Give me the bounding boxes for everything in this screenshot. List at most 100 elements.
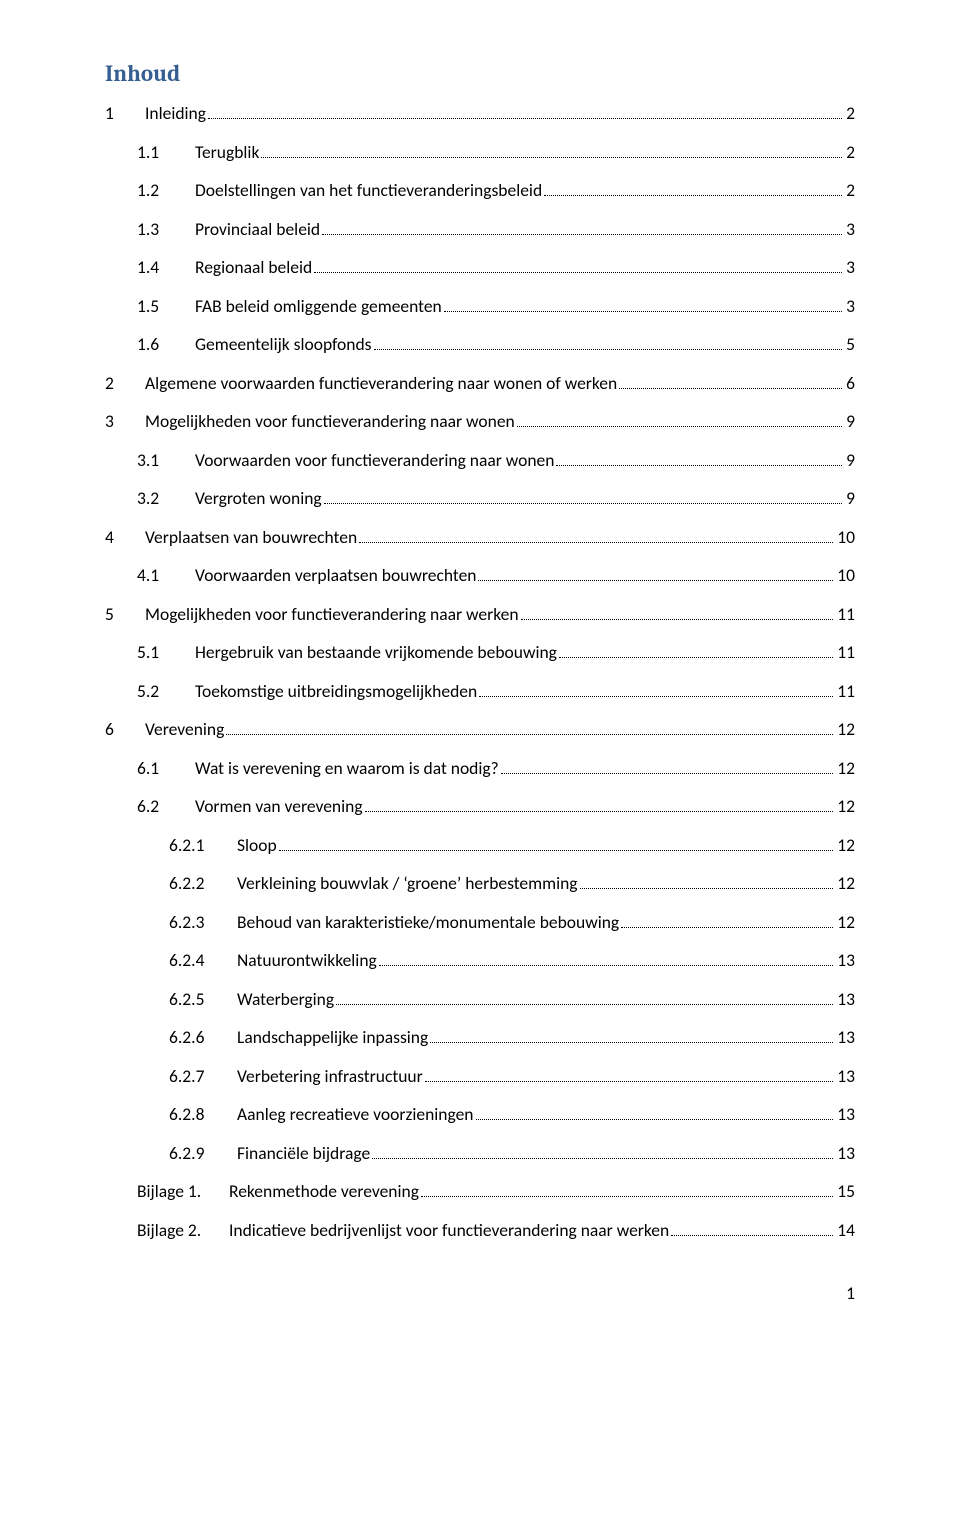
toc-entry-label: Hergebruik van bestaande vrijkomende beb… [195,640,557,665]
table-of-contents: 1Inleiding21.1Terugblik21.2Doelstellinge… [105,101,855,1242]
toc-entry[interactable]: 6.2.3Behoud van karakteristieke/monument… [105,910,855,935]
toc-entry-number: 1.3 [137,217,195,242]
toc-entry[interactable]: 1.6Gemeentelijk sloopfonds5 [105,332,855,357]
toc-entry-number: 1 [105,101,145,126]
toc-entry[interactable]: 3.2Vergroten woning9 [105,486,855,511]
toc-entry-page: 10 [833,525,855,550]
toc-entry[interactable]: 5.1Hergebruik van bestaande vrijkomende … [105,640,855,665]
toc-entry-number: 1.2 [137,178,195,203]
toc-entry[interactable]: 5.2Toekomstige uitbreidingsmogelijkheden… [105,679,855,704]
toc-entry[interactable]: 4Verplaatsen van bouwrechten10 [105,525,855,550]
toc-leader-dots [379,955,833,967]
toc-leader-dots [374,339,843,351]
toc-entry-page: 5 [842,332,855,357]
toc-entry-page: 3 [842,294,855,319]
toc-entry-label: Rekenmethode verevening [229,1179,419,1204]
toc-entry[interactable]: 6.2.9Financiële bijdrage13 [105,1141,855,1166]
toc-entry-number: Bijlage 2. [137,1218,229,1243]
toc-entry-label: Terugblik [195,140,259,165]
toc-entry[interactable]: 1.5FAB beleid omliggende gemeenten3 [105,294,855,319]
toc-entry[interactable]: 5Mogelijkheden voor functieverandering n… [105,602,855,627]
toc-leader-dots [425,1070,834,1082]
toc-entry[interactable]: 6.2Vormen van verevening12 [105,794,855,819]
toc-entry-number: 5.2 [137,679,195,704]
toc-entry-page: 3 [842,255,855,280]
toc-entry[interactable]: 6.2.6Landschappelijke inpassing13 [105,1025,855,1050]
toc-entry-label: Toekomstige uitbreidingsmogelijkheden [195,679,477,704]
toc-entry-label: Verplaatsen van bouwrechten [145,525,357,550]
toc-entry[interactable]: 6.2.1Sloop12 [105,833,855,858]
toc-entry-page: 13 [833,948,855,973]
toc-entry-label: Wat is verevening en waarom is dat nodig… [195,756,499,781]
toc-leader-dots [671,1224,833,1236]
toc-leader-dots [421,1186,833,1198]
toc-leader-dots [261,146,842,158]
toc-entry[interactable]: 6.2.7Verbetering infrastructuur13 [105,1064,855,1089]
toc-entry[interactable]: Bijlage 2.Indicatieve bedrijvenlijst voo… [105,1218,855,1243]
toc-entry[interactable]: 2Algemene voorwaarden functieverandering… [105,371,855,396]
toc-entry-page: 2 [842,140,855,165]
toc-entry-number: 6 [105,717,145,742]
toc-entry[interactable]: 1.3Provinciaal beleid3 [105,217,855,242]
toc-leader-dots [322,223,842,235]
toc-entry[interactable]: 3.1Voorwaarden voor functieverandering n… [105,448,855,473]
toc-entry[interactable]: 1.4Regionaal beleid 3 [105,255,855,280]
toc-entry[interactable]: Bijlage 1.Rekenmethode verevening15 [105,1179,855,1204]
toc-leader-dots [336,993,833,1005]
toc-leader-dots [478,570,833,582]
toc-entry-page: 12 [833,910,855,935]
toc-entry-page: 10 [833,563,855,588]
toc-entry-page: 11 [833,640,855,665]
toc-entry-label: Voorwaarden verplaatsen bouwrechten [195,563,476,588]
toc-leader-dots [521,608,834,620]
toc-leader-dots [324,493,842,505]
toc-entry[interactable]: 1.1Terugblik2 [105,140,855,165]
toc-entry-number: 4.1 [137,563,195,588]
toc-entry-number: 5.1 [137,640,195,665]
toc-leader-dots [559,647,833,659]
toc-entry-label: Verkleining bouwvlak / ‘groene’ herbeste… [237,871,578,896]
toc-entry-label: Mogelijkheden voor functieverandering na… [145,602,519,627]
toc-entry-page: 2 [842,178,855,203]
toc-entry-number: 6.2.1 [169,833,237,858]
toc-entry-page: 13 [833,1102,855,1127]
toc-entry-number: 6.2.3 [169,910,237,935]
toc-entry[interactable]: 1.2Doelstellingen van het functieverande… [105,178,855,203]
toc-leader-dots [365,801,834,813]
toc-entry-number: 3.2 [137,486,195,511]
toc-entry[interactable]: 6.2.8Aanleg recreatieve voorzieningen13 [105,1102,855,1127]
toc-entry-page: 15 [833,1179,855,1204]
toc-leader-dots [359,531,833,543]
toc-entry-number: 6.1 [137,756,195,781]
toc-entry-number: 1.4 [137,255,195,280]
toc-entry-number: 1.5 [137,294,195,319]
toc-leader-dots [580,878,834,890]
toc-entry-number: 6.2.8 [169,1102,237,1127]
toc-entry-label: Verbetering infrastructuur [237,1064,423,1089]
toc-entry-page: 13 [833,1064,855,1089]
toc-leader-dots [476,1109,834,1121]
toc-entry-number: 5 [105,602,145,627]
toc-entry[interactable]: 1Inleiding2 [105,101,855,126]
toc-entry-page: 3 [842,217,855,242]
toc-entry[interactable]: 6.2.5Waterberging13 [105,987,855,1012]
toc-entry[interactable]: 4.1Voorwaarden verplaatsen bouwrechten 10 [105,563,855,588]
toc-entry[interactable]: 6.2.2Verkleining bouwvlak / ‘groene’ her… [105,871,855,896]
toc-entry-label: Verevening [145,717,224,742]
toc-entry[interactable]: 6.2.4Natuurontwikkeling13 [105,948,855,973]
toc-entry[interactable]: 3Mogelijkheden voor functieverandering n… [105,409,855,434]
toc-entry[interactable]: 6Verevening12 [105,717,855,742]
toc-entry-label: Inleiding [145,101,206,126]
toc-leader-dots [226,724,833,736]
toc-entry-label: Voorwaarden voor functieverandering naar… [195,448,554,473]
toc-leader-dots [517,416,842,428]
toc-entry-page: 13 [833,987,855,1012]
toc-entry-label: Regionaal beleid [195,255,312,280]
toc-entry-number: 3.1 [137,448,195,473]
toc-entry-label: Landschappelijke inpassing [237,1025,428,1050]
toc-entry-number: 6.2 [137,794,195,819]
toc-entry-number: 2 [105,371,145,396]
toc-entry-label: Algemene voorwaarden functieverandering … [145,371,617,396]
toc-entry[interactable]: 6.1Wat is verevening en waarom is dat no… [105,756,855,781]
toc-leader-dots [444,300,842,312]
